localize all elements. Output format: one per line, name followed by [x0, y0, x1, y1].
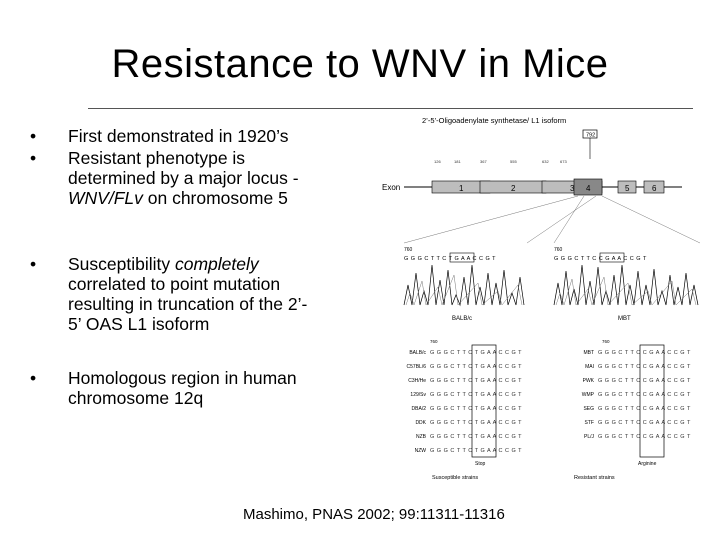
exon-number: 5	[625, 184, 630, 193]
bullet-3-emphasis: completely	[175, 254, 259, 274]
marker-label: 792	[586, 133, 595, 139]
chrom-left-position: 760	[404, 247, 413, 253]
chrom-right-trace-2	[555, 276, 697, 306]
exon-number: 6	[652, 184, 657, 193]
strain-name: PL/J	[584, 434, 595, 440]
strain-sequence: G G G C T T C C G A A C C G T	[598, 420, 691, 426]
strain-sequence: G G G C T T C C G A A C C G T	[598, 406, 691, 412]
strain-name: PWK	[583, 378, 595, 384]
exon-axis-label: Exon	[382, 183, 400, 192]
stop-codon-box	[471, 344, 497, 458]
strain-sequence: G G G C T T C C G A A C C G T	[598, 434, 691, 440]
bullet-3-line-4: 5’ OAS L1 isoform	[68, 314, 210, 334]
bullet-dot: •	[30, 254, 37, 274]
zoom-line-left-a	[403, 195, 579, 244]
bullet-3-line-1: Susceptibility	[68, 254, 175, 274]
strain-name: BALB/c	[409, 350, 426, 356]
slide-title: Resistance to WNV in Mice	[111, 42, 609, 86]
strain-sequence: G G G C T T C C G A A C C G T	[598, 350, 691, 356]
strain-sequence: G G G C T T C T G A A C C G T	[430, 378, 522, 384]
strain-sequence: G G G C T T C T G A A C C G T	[430, 420, 522, 426]
chrom-left-trace-2	[405, 274, 523, 306]
exon-coordinate: 673	[560, 159, 567, 164]
chrom-left-strain: BALB/c	[452, 316, 472, 322]
alignment-resistant: MBT G G G C T T C C G A A C C G T MAI G G G…	[582, 350, 691, 440]
bullet-4-line-1: Homologous region in human	[68, 368, 297, 388]
citation: Mashimo, PNAS 2002; 99:11311-11316	[243, 506, 505, 523]
group-susceptible-label: Susceptible strains	[432, 475, 478, 481]
bullet-2-line-3: on chromosome 5	[142, 188, 288, 208]
bullet-dot: •	[30, 368, 37, 388]
arginine-codon-box	[639, 344, 665, 458]
title-divider	[88, 108, 693, 109]
strain-sequence: G G G C T T C T G A A C C G T	[430, 364, 522, 370]
chrom-left-trace	[403, 264, 525, 307]
exon-coordinate: 632	[542, 159, 549, 164]
strain-name: STF	[585, 420, 594, 426]
chrom-right-codon-box	[599, 252, 625, 263]
bullet-3-line-2: correlated to point mutation	[68, 274, 281, 294]
strain-name: C3H/He	[408, 378, 426, 384]
zoom-line-right-b	[601, 195, 701, 244]
bullet-item-4: • Homologous region in human chromosome …	[24, 368, 379, 408]
exon-number: 1	[459, 184, 464, 193]
strain-name: SEG	[583, 406, 594, 412]
strain-sequence: G G G C T T C C G A A C C G T	[598, 392, 691, 398]
strain-sequence: G G G C T T C T G A A C C G T	[430, 350, 522, 356]
exon-coordinate: 367	[480, 159, 487, 164]
strain-name: NZW	[415, 448, 427, 454]
zoom-line-right-a	[553, 195, 585, 244]
bullet-1-line-1: First demonstrated in 1920’s	[68, 126, 289, 146]
strain-sequence: G G G C T T C T G A A C C G T	[430, 448, 522, 454]
strain-name: DDK	[415, 420, 426, 426]
bullet-item-2: • Resistant phenotype is determined by a…	[24, 148, 379, 208]
exon-box	[643, 180, 665, 194]
codon-stop-label: Stop	[475, 461, 486, 467]
zoom-line-left-b	[526, 195, 597, 244]
strain-sequence: G G G C T T C T G A A C C G T	[430, 406, 522, 412]
exon-number: 4	[586, 184, 591, 193]
strain-name: MAI	[585, 364, 594, 370]
exon-number: 3	[570, 184, 575, 193]
strain-name: 129/Sv	[410, 392, 426, 398]
align-right-position: 760	[602, 339, 610, 344]
codon-arginine-label: Arginine	[638, 461, 657, 467]
bullet-dot: •	[30, 126, 37, 146]
bullet-item-1: • First demonstrated in 1920’s	[24, 126, 379, 146]
exon-box	[573, 178, 603, 196]
strain-name: DBA/2	[412, 406, 427, 412]
strain-sequence: G G G C T T C T G A A C C G T	[430, 434, 522, 440]
strain-sequence: G G G C T T C T G A A C C G T	[430, 392, 522, 398]
bullet-3-line-3: resulting in truncation of the 2’-	[68, 294, 308, 314]
strain-sequence: G G G C T T C C G A A C C G T	[598, 378, 691, 384]
bullet-item-3: • Susceptibility completely correlated t…	[24, 254, 379, 334]
group-resistant-label: Resistant strains	[574, 475, 615, 481]
bullet-2-locus-name: WNV/FLv	[68, 188, 143, 208]
chrom-right-position: 760	[554, 247, 563, 253]
bullet-2-line-1: Resistant phenotype is	[68, 148, 246, 168]
oas-figure: 2’-5’-Oligoadenylate synthetase/ L1 isof…	[382, 116, 701, 481]
strain-name: NZB	[416, 434, 427, 440]
bullet-2-line-2: determined by a major locus -	[68, 168, 299, 188]
alignment-susceptible: BALB/c G G G C T T C T G A A C C G TC57BL…	[407, 350, 522, 454]
chrom-left-codon-box	[449, 252, 475, 263]
exon-number: 2	[511, 184, 516, 193]
strain-name: WMP	[582, 392, 595, 398]
bullet-dot: •	[30, 148, 37, 168]
strain-name: C57BL/6	[407, 364, 427, 370]
strain-sequence: G G G C T T C C G A A C C G T	[598, 364, 691, 370]
exon-coordinates: 126 181 367 555 632 673	[434, 159, 567, 164]
chrom-right-sequence: G G G C T T C C G A A C C G T	[554, 256, 647, 262]
exon-coordinate: 126	[434, 159, 441, 164]
strain-name: MBT	[583, 350, 594, 356]
align-left-position: 760	[430, 339, 438, 344]
figure-title: 2’-5’-Oligoadenylate synthetase/ L1 isof…	[422, 116, 566, 125]
exon-coordinate: 181	[454, 159, 461, 164]
exon-coordinate: 555	[510, 159, 517, 164]
chrom-right-strain: MBT	[618, 316, 631, 322]
bullet-4-line-2: chromosome 12q	[68, 388, 204, 408]
exon-box	[617, 180, 637, 194]
chrom-right-trace	[553, 264, 699, 306]
exon-boxes: 1 2 3 4 5 6	[431, 178, 665, 196]
